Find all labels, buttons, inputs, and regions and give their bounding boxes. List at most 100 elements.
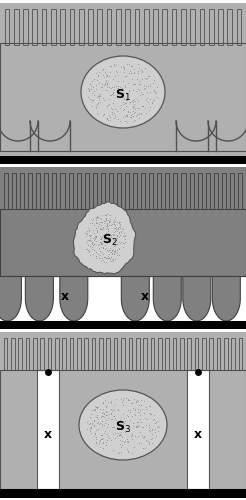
Point: [92, 86, 96, 94]
Point: [131, 104, 135, 112]
Point: [99, 256, 103, 264]
PathPatch shape: [183, 276, 211, 321]
Point: [95, 98, 99, 106]
Point: [102, 232, 106, 239]
Point: [94, 252, 98, 260]
Point: [111, 230, 115, 237]
Point: [98, 224, 102, 232]
Point: [90, 240, 94, 248]
Bar: [109, 174, 113, 209]
Point: [102, 429, 106, 437]
Point: [93, 402, 97, 410]
Point: [118, 430, 122, 438]
Point: [144, 75, 148, 83]
Point: [95, 227, 99, 235]
Point: [133, 108, 137, 116]
Point: [94, 252, 98, 260]
Bar: [0, 156, 246, 165]
Point: [98, 405, 102, 413]
Point: [117, 228, 121, 236]
Point: [140, 76, 144, 84]
Bar: [88, 10, 93, 45]
Point: [116, 71, 120, 79]
Bar: [125, 174, 129, 209]
Bar: [153, 10, 158, 45]
Point: [104, 224, 108, 232]
Point: [150, 430, 154, 438]
Point: [147, 421, 151, 429]
Point: [106, 222, 109, 230]
Point: [140, 422, 144, 430]
Point: [87, 420, 91, 428]
Point: [101, 250, 105, 258]
Bar: [187, 338, 191, 370]
Bar: [165, 174, 169, 209]
Point: [123, 117, 127, 125]
Bar: [230, 174, 234, 209]
Point: [107, 231, 111, 239]
Point: [155, 423, 159, 431]
Point: [142, 81, 146, 89]
Point: [88, 234, 92, 242]
Point: [100, 225, 104, 233]
Point: [98, 234, 102, 242]
Point: [104, 411, 108, 419]
Point: [113, 72, 117, 80]
Point: [101, 256, 105, 264]
Point: [85, 245, 89, 253]
Bar: [0, 370, 246, 489]
Point: [121, 396, 124, 404]
Point: [107, 82, 111, 90]
Point: [108, 244, 112, 252]
Point: [121, 86, 124, 94]
Point: [110, 415, 114, 423]
Bar: [0, 164, 246, 166]
Point: [108, 254, 111, 262]
Bar: [79, 10, 84, 45]
Point: [151, 96, 155, 104]
Point: [100, 232, 104, 240]
Point: [131, 404, 135, 411]
Point: [145, 94, 149, 102]
Point: [110, 82, 114, 90]
Bar: [70, 338, 74, 370]
Point: [120, 413, 123, 421]
Point: [144, 436, 148, 444]
Point: [115, 252, 119, 260]
Point: [130, 449, 134, 457]
Point: [139, 66, 143, 74]
Point: [129, 112, 133, 120]
Point: [101, 223, 105, 231]
Point: [148, 427, 152, 435]
Bar: [107, 10, 111, 45]
Point: [100, 80, 104, 88]
Point: [98, 90, 102, 98]
Point: [122, 100, 126, 108]
Point: [99, 243, 103, 251]
Point: [107, 216, 111, 224]
Point: [93, 234, 97, 242]
Point: [91, 240, 95, 248]
Text: x: x: [44, 428, 52, 442]
Point: [130, 62, 134, 70]
Point: [112, 246, 116, 254]
Point: [122, 438, 125, 446]
Point: [113, 236, 117, 244]
Point: [106, 436, 109, 444]
Point: [116, 82, 120, 90]
Point: [90, 98, 94, 106]
Point: [136, 104, 140, 112]
Point: [83, 228, 87, 236]
Point: [104, 438, 108, 446]
Point: [127, 87, 131, 95]
Point: [141, 102, 145, 110]
Point: [149, 436, 153, 444]
Point: [102, 236, 106, 244]
Point: [112, 84, 116, 92]
Point: [122, 414, 126, 422]
Bar: [18, 338, 22, 370]
Point: [89, 423, 93, 431]
Point: [133, 105, 137, 113]
Point: [105, 220, 109, 228]
Point: [133, 432, 137, 440]
